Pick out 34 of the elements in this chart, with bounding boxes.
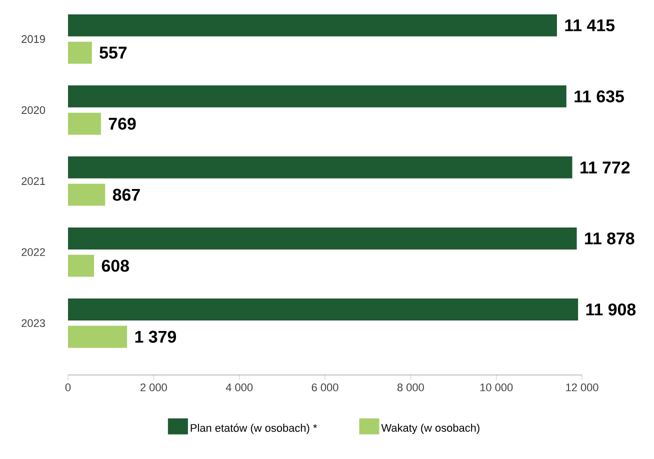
bar [68, 14, 557, 36]
x-tick-label: 2 000 [140, 384, 167, 392]
data-label: 11 635 [574, 90, 624, 102]
bar [68, 156, 572, 178]
x-tick-label: 4 000 [226, 384, 253, 392]
data-label: 11 878 [585, 232, 634, 244]
bar [68, 326, 128, 348]
bar [68, 85, 566, 108]
data-label: 557 [100, 46, 127, 59]
bar [68, 112, 101, 135]
data-label: 11 772 [580, 162, 630, 174]
data-label: 11 415 [565, 19, 615, 32]
y-tick-label: 2023 [22, 319, 45, 328]
x-tick-label: 0 [65, 384, 71, 392]
data-label: 867 [112, 188, 140, 201]
y-tick-label: 2021 [22, 177, 45, 185]
bar [68, 42, 92, 64]
legend-label: Plan etatów (w osobach) * [190, 424, 318, 434]
x-tick-label: 8 000 [397, 384, 424, 392]
legend-label: Wakaty (w osobach) [381, 424, 480, 434]
data-label: 769 [108, 118, 136, 130]
x-tick-label: 10 000 [480, 384, 513, 392]
y-tick-label: 2022 [22, 248, 45, 256]
data-label: 1 379 [135, 330, 176, 343]
y-tick-label: 2020 [22, 106, 46, 114]
y-tick-label: 2019 [22, 35, 45, 43]
x-tick-label: 12 000 [566, 384, 598, 392]
bar [68, 227, 577, 250]
data-label: 608 [102, 260, 129, 272]
bar [68, 254, 94, 277]
bar [68, 298, 578, 320]
bar [68, 184, 106, 206]
data-label: 11 908 [586, 303, 636, 316]
x-tick-label: 6 000 [312, 384, 338, 392]
